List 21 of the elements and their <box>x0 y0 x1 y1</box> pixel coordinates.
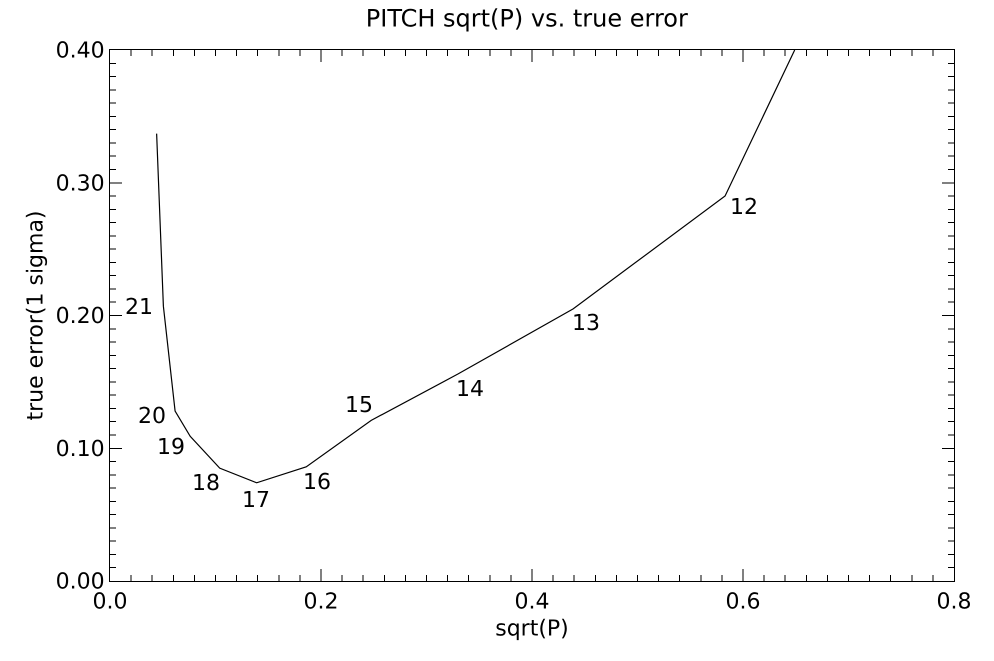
x-tick-label: 0.4 <box>514 589 550 614</box>
y-tick-label: 0.40 <box>56 38 105 64</box>
x-tick-label: 0.2 <box>304 589 338 614</box>
y-tick-label: 0.10 <box>56 436 105 462</box>
x-tick-label: 0.6 <box>726 589 760 614</box>
annotation: 17 <box>242 488 270 513</box>
annotation: 19 <box>157 435 185 460</box>
annotation: 20 <box>138 404 166 429</box>
annotation: 21 <box>125 295 153 320</box>
y-tick-label: 0.30 <box>56 171 105 196</box>
annotation: 12 <box>730 195 758 220</box>
annotation: 16 <box>303 470 331 495</box>
x-tick-label: 0.8 <box>936 589 972 614</box>
y-tick-label: 0.20 <box>56 304 105 330</box>
annotation: 18 <box>192 471 220 496</box>
annotation: 14 <box>456 377 484 402</box>
annotation: 15 <box>345 393 373 418</box>
annotation: 13 <box>572 311 600 336</box>
chart-title: PITCH sqrt(P) vs. true error <box>366 4 688 33</box>
y-axis-title: true error(1 sigma) <box>23 210 48 421</box>
x-axis-title: sqrt(P) <box>495 616 569 642</box>
